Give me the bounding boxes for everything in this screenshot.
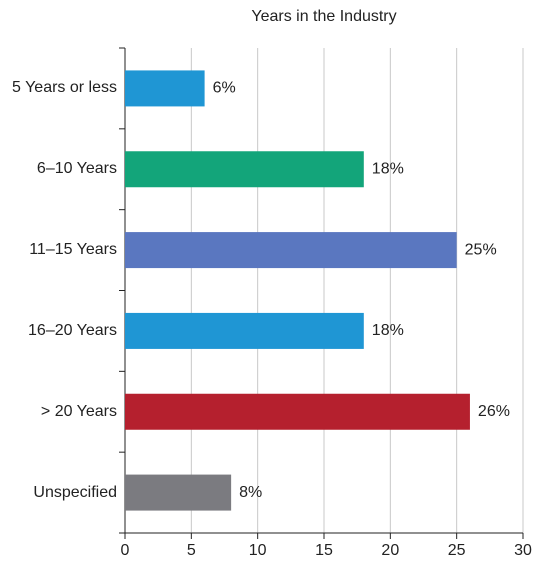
- bar: [125, 151, 364, 188]
- y-tick-label: > 20 Years: [40, 402, 117, 420]
- y-tick-label: 6–10 Years: [36, 160, 117, 178]
- x-tick-label: 25: [448, 542, 466, 559]
- chart-title: Years in the Industry: [251, 8, 396, 25]
- bar: [125, 70, 205, 107]
- bar: [125, 474, 232, 511]
- value-label: 6%: [213, 80, 236, 97]
- x-tick-label: 0: [121, 542, 130, 559]
- bar: [125, 393, 470, 430]
- value-label: 25%: [465, 241, 497, 258]
- y-tick-label: Unspecified: [33, 483, 117, 501]
- y-tick-label: 5 Years or less: [12, 79, 117, 97]
- x-tick-label: 15: [315, 542, 333, 559]
- value-label: 26%: [478, 403, 510, 420]
- value-label: 8%: [239, 484, 262, 501]
- value-label: 18%: [372, 322, 404, 339]
- bar: [125, 312, 364, 349]
- x-tick-label: 5: [187, 542, 196, 559]
- bar: [125, 232, 457, 269]
- x-tick-label: 20: [381, 542, 399, 559]
- y-tick-label: 16–20 Years: [28, 321, 117, 339]
- x-tick-label: 30: [514, 542, 532, 559]
- x-tick-label: 10: [249, 542, 267, 559]
- y-tick-label: 11–15 Years: [29, 241, 117, 259]
- value-label: 18%: [372, 160, 404, 177]
